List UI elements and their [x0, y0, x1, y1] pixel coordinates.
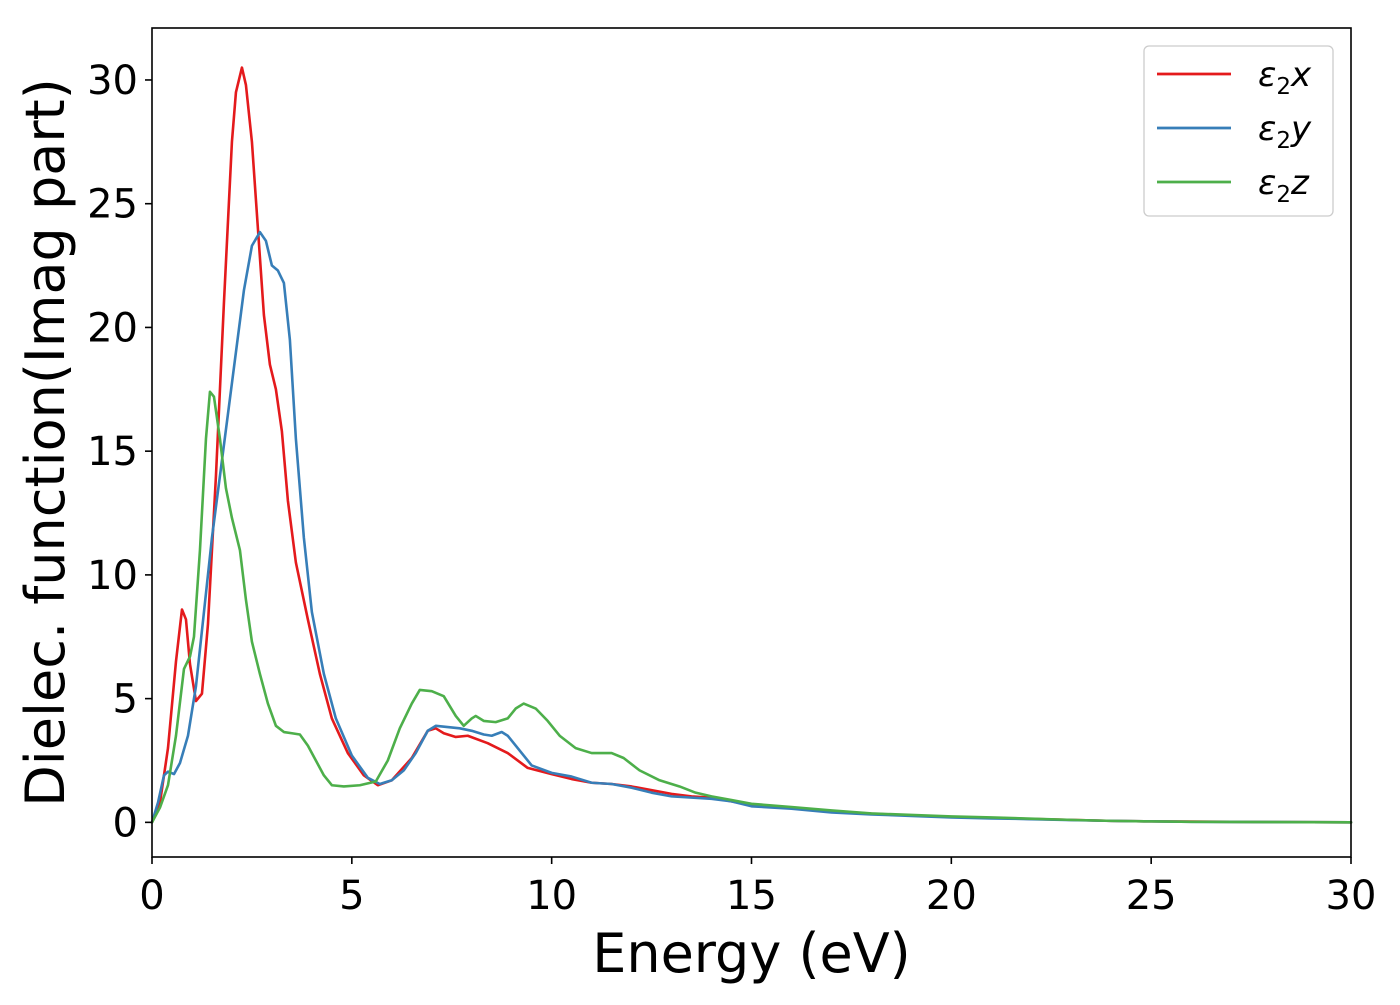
- series-layer: [150, 66, 1353, 824]
- legend-item-y: ε2y: [1157, 109, 1312, 154]
- y-tick-label: 10: [87, 553, 138, 599]
- y-tick-label: 25: [87, 182, 138, 228]
- legend-item-z: ε2z: [1157, 163, 1310, 208]
- legend-label: ε2z: [1258, 163, 1310, 208]
- x-tick-label: 25: [1126, 873, 1177, 919]
- y-tick-label: 15: [87, 429, 138, 475]
- x-tick-label: 20: [926, 873, 977, 919]
- legend: ε2x ε2y ε2z: [1143, 45, 1334, 217]
- y-tick-label: 20: [87, 305, 138, 351]
- y-axis-title: Dielec. function(Imag part): [14, 78, 77, 807]
- y-tick-label: 0: [113, 800, 138, 846]
- x-tick-label: 0: [139, 873, 164, 919]
- legend-label: ε2y: [1258, 109, 1312, 154]
- x-tick-label: 15: [726, 873, 777, 919]
- legend-label: ε2x: [1258, 55, 1312, 100]
- y-axis-ticks: 0 5 10 15 20 25 30: [87, 58, 152, 846]
- y-tick-label: 5: [113, 677, 138, 723]
- x-tick-label: 10: [526, 873, 577, 919]
- x-tick-label: 30: [1326, 873, 1377, 919]
- legend-items: ε2x ε2y ε2z: [1157, 55, 1312, 208]
- series-line-y: [150, 230, 1353, 824]
- legend-item-x: ε2x: [1157, 55, 1312, 100]
- y-tick-label: 30: [87, 58, 138, 104]
- series-line-z: [150, 390, 1353, 824]
- x-axis-title: Energy (eV): [592, 922, 911, 985]
- legend-box: [1143, 45, 1334, 217]
- x-axis-ticks: 0 5 10 15 20 25 30: [139, 857, 1376, 919]
- x-tick-label: 5: [339, 873, 364, 919]
